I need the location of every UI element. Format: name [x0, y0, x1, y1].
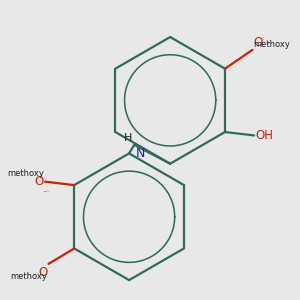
- Text: methoxy: methoxy: [44, 191, 50, 192]
- Text: methoxy: methoxy: [267, 42, 273, 44]
- Text: OH: OH: [256, 129, 274, 142]
- Text: O: O: [254, 36, 263, 49]
- Text: N: N: [136, 147, 145, 160]
- Text: methoxy: methoxy: [254, 40, 290, 49]
- Text: H: H: [124, 133, 133, 143]
- Text: O: O: [38, 266, 47, 279]
- Text: methoxy: methoxy: [7, 169, 44, 178]
- Text: O: O: [35, 175, 44, 188]
- Text: methoxy: methoxy: [11, 272, 47, 281]
